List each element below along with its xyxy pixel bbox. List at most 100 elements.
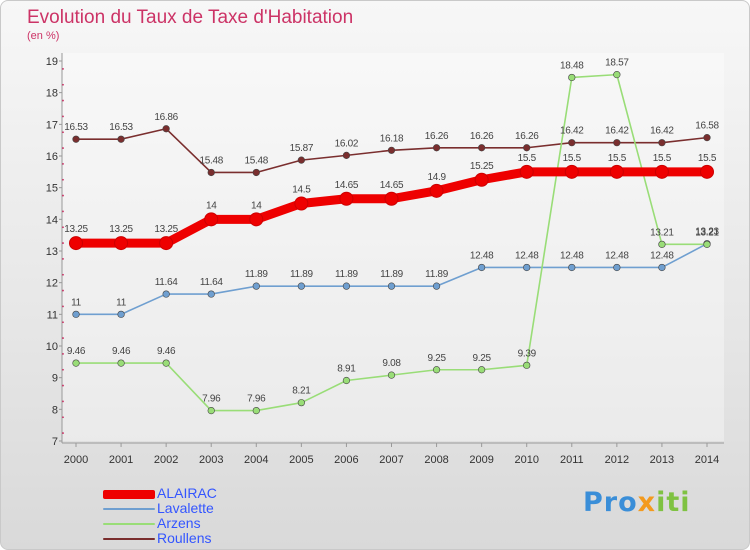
data-point-lavalette [72, 310, 80, 318]
data-label-alairac: 14.65 [335, 180, 359, 191]
data-label-roullens: 16.42 [650, 126, 674, 137]
y-minor-dot [62, 178, 64, 181]
y-minor-dot [62, 353, 64, 355]
data-label-arzens: 7.96 [202, 394, 221, 405]
data-label-lavalette: 11.89 [425, 269, 449, 280]
y-minor-dot [62, 83, 64, 86]
data-point-alairac [654, 164, 669, 179]
logo-part-x: x [637, 487, 657, 518]
data-point-lavalette [297, 282, 305, 290]
proxiti-logo: Proxiti [583, 487, 691, 518]
data-point-arzens [117, 359, 125, 367]
data-point-roullens [432, 144, 441, 152]
data-point-roullens [162, 125, 170, 133]
data-point-lavalette [613, 263, 621, 272]
data-label-lavalette: 12.48 [470, 250, 494, 261]
data-point-roullens [297, 156, 305, 164]
data-point-alairac [69, 236, 83, 251]
y-tick-label: 15 [46, 183, 58, 195]
x-tick-label: 2009 [469, 454, 493, 466]
data-label-lavalette: 12.48 [560, 250, 584, 261]
data-label-lavalette: 12.48 [650, 250, 674, 261]
data-label-roullens: 16.53 [64, 122, 88, 133]
data-point-alairac [564, 164, 579, 179]
data-label-arzens: 9.25 [427, 353, 446, 364]
y-minor-dot [62, 258, 64, 260]
x-tick-label: 2010 [514, 454, 538, 466]
legend-label: Arzens [157, 515, 201, 531]
data-label-lavalette: 11 [116, 297, 127, 308]
y-tick-label: 8 [52, 404, 58, 416]
data-label-roullens: 16.53 [109, 122, 133, 133]
data-label-alairac: 15.25 [470, 161, 494, 172]
y-minor-dot [62, 368, 64, 371]
data-point-lavalette [117, 310, 125, 318]
y-tick-label: 13 [46, 246, 58, 258]
data-label-lavalette: 13.23 [695, 227, 719, 238]
data-label-lavalette: 11.64 [155, 277, 179, 288]
data-label-roullens: 15.87 [290, 143, 314, 154]
data-label-arzens: 8.21 [292, 386, 311, 397]
data-label-alairac: 15.5 [653, 153, 672, 164]
data-label-alairac: 15.5 [608, 153, 627, 164]
x-tick-label: 2008 [424, 454, 448, 466]
chart-subtitle: (en %) [27, 30, 60, 42]
y-minor-dot [62, 305, 64, 308]
data-label-alairac: 13.25 [154, 224, 178, 235]
data-point-roullens [117, 135, 125, 143]
legend-swatch [103, 490, 155, 499]
data-point-lavalette [252, 282, 260, 290]
data-label-arzens: 9.46 [67, 346, 86, 357]
y-minor-dot [62, 242, 64, 244]
data-label-lavalette: 11.89 [290, 269, 314, 280]
data-point-arzens [432, 366, 441, 374]
y-minor-dot [62, 273, 64, 276]
data-label-alairac: 14.65 [380, 180, 404, 191]
data-label-arzens: 13.21 [695, 227, 719, 238]
data-label-roullens: 16.42 [605, 126, 629, 137]
chart-title: Evolution du Taux de Taxe d'Habitation [27, 7, 354, 28]
legend-swatch [103, 538, 155, 540]
y-minor-dot [62, 337, 64, 339]
data-label-alairac: 14 [206, 200, 217, 211]
data-label-arzens: 9.39 [518, 348, 537, 359]
data-label-alairac: 13.25 [109, 224, 133, 235]
data-label-roullens: 15.48 [199, 155, 223, 166]
data-point-roullens [613, 139, 621, 147]
y-minor-dot [62, 416, 64, 419]
data-label-roullens: 15.48 [245, 155, 269, 166]
data-label-lavalette: 11.89 [245, 269, 269, 280]
data-point-alairac [700, 164, 714, 179]
data-label-arzens: 7.96 [247, 394, 266, 405]
data-point-roullens [387, 146, 396, 154]
y-tick-label: 19 [46, 56, 58, 68]
data-point-arzens [72, 359, 80, 367]
data-point-roullens [703, 134, 711, 142]
y-tick-label: 17 [46, 119, 58, 131]
legend-swatch [103, 508, 155, 510]
data-label-alairac: 14.9 [427, 172, 446, 183]
data-point-alairac [609, 164, 624, 179]
data-point-lavalette [387, 282, 396, 290]
x-tick-label: 2001 [109, 454, 133, 466]
data-point-arzens [523, 361, 531, 369]
data-point-roullens [523, 144, 531, 152]
legend-label: Roullens [157, 530, 212, 546]
data-point-lavalette [478, 263, 486, 272]
y-minor-dot [62, 68, 64, 70]
data-label-lavalette: 11.89 [335, 269, 359, 280]
data-label-lavalette: 11 [71, 297, 82, 308]
data-label-lavalette: 11.64 [200, 277, 224, 288]
y-minor-dot [62, 131, 64, 134]
data-label-arzens: 13.21 [650, 227, 674, 238]
data-label-arzens: 18.48 [560, 60, 584, 71]
x-tick-label: 2007 [379, 454, 403, 466]
y-minor-dot [62, 384, 64, 387]
y-minor-dot [62, 400, 64, 403]
data-point-alairac [159, 236, 174, 251]
data-label-roullens: 16.26 [425, 131, 449, 142]
data-label-alairac: 15.5 [698, 153, 717, 164]
y-minor-dot [62, 210, 64, 213]
data-label-lavalette: 12.48 [515, 250, 539, 261]
